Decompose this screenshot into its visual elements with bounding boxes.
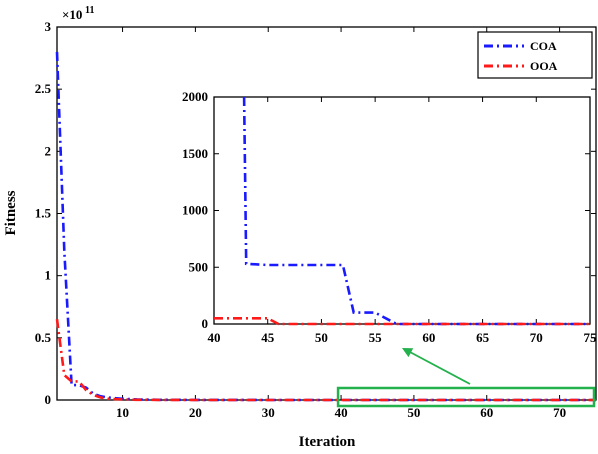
y-exponent-base: ×10 bbox=[62, 7, 82, 22]
y-tick-label: 2 bbox=[45, 143, 52, 158]
inset-series-group bbox=[214, 96, 590, 326]
main-series-group bbox=[55, 51, 596, 402]
y-tick-label: 0.5 bbox=[35, 330, 52, 345]
zoom-indicator bbox=[336, 348, 596, 408]
legend-label-coa: COA bbox=[530, 39, 557, 53]
zoom-arrow-line bbox=[407, 350, 471, 385]
x-tick-label: 20 bbox=[189, 405, 202, 420]
inset-y-tick-label: 500 bbox=[189, 259, 209, 274]
inset-y-tick-label: 1500 bbox=[182, 146, 208, 161]
y-axis-title: Fitness bbox=[3, 190, 19, 235]
x-tick-label: 30 bbox=[262, 405, 275, 420]
inset-x-tick-label: 50 bbox=[315, 330, 328, 345]
x-tick-label: 60 bbox=[480, 405, 493, 420]
inset-x-tick-label: 75 bbox=[584, 330, 598, 345]
x-tick-label: 40 bbox=[335, 405, 348, 420]
y-exponent-power: 11 bbox=[85, 5, 94, 16]
inset-x-tick-label: 55 bbox=[369, 330, 383, 345]
legend: COA OOA bbox=[477, 31, 593, 79]
inset-series-line-ooa bbox=[214, 316, 590, 326]
x-axis-title: Iteration bbox=[299, 434, 356, 450]
x-tick-label: 70 bbox=[553, 405, 566, 420]
inset-axes-box bbox=[213, 96, 591, 325]
inset-y-tick-label: 1000 bbox=[182, 203, 208, 218]
inset-x-tick-label: 60 bbox=[422, 330, 435, 345]
x-tick-label: 50 bbox=[407, 405, 420, 420]
inset-tick-labels: 40 45 50 55 60 65 70 75 0 500 1000 1500 2000 bbox=[182, 89, 597, 345]
y-tick-label: 1 bbox=[45, 268, 52, 283]
series-line-ooa bbox=[55, 319, 596, 402]
y-tick-label: 0 bbox=[45, 392, 52, 407]
legend-box bbox=[477, 31, 593, 79]
inset-y-tick-label: 2000 bbox=[182, 89, 208, 104]
main-tick-labels: 10 20 30 40 50 60 70 0 0.5 1 1.5 2 2.5 3 bbox=[35, 19, 566, 420]
legend-label-ooa: OOA bbox=[530, 59, 558, 73]
y-tick-label: 2.5 bbox=[35, 81, 52, 96]
inset-y-tick-label: 0 bbox=[202, 316, 209, 331]
inset-x-tick-label: 70 bbox=[530, 330, 543, 345]
zoom-highlight-box bbox=[336, 386, 596, 408]
y-tick-label: 1.5 bbox=[35, 206, 52, 221]
x-tick-label: 10 bbox=[116, 405, 129, 420]
inset-series-line-coa bbox=[242, 96, 590, 326]
inset-x-tick-label: 65 bbox=[476, 330, 490, 345]
zoom-arrow-head bbox=[402, 348, 414, 358]
inset-x-tick-label: 40 bbox=[208, 330, 221, 345]
inset-plot-area bbox=[213, 96, 591, 325]
inset-x-tick-label: 45 bbox=[261, 330, 275, 345]
y-tick-label: 3 bbox=[45, 19, 52, 34]
